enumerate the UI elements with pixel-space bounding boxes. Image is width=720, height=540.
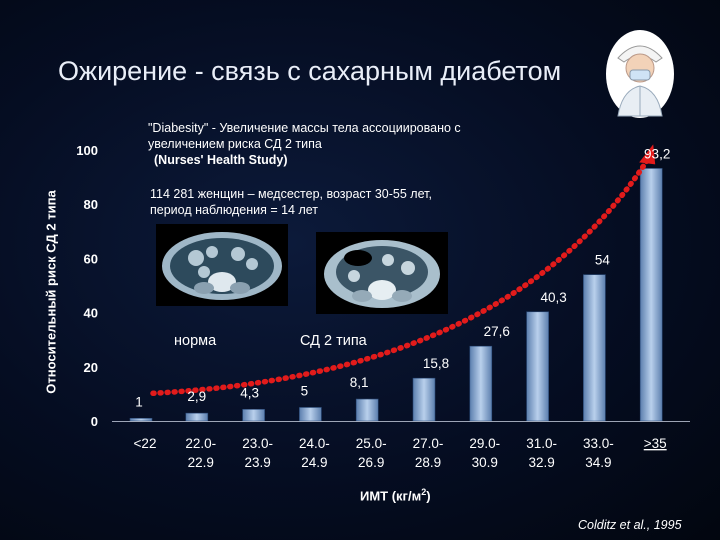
x-tick-label: 34.9	[585, 455, 611, 470]
ct-scan-diabetes-image	[316, 232, 448, 314]
y-tick-label: 20	[84, 360, 98, 375]
bar-series	[129, 168, 663, 422]
slide-title-text: Ожирение - связь с сахарным диабетом	[58, 56, 562, 86]
x-tick-label: 29.0-	[469, 436, 500, 451]
bar-value-label: 1	[135, 394, 143, 409]
trend-curve-path	[150, 157, 650, 397]
x-axis-title: ИМТ (кг/м2)	[360, 487, 431, 503]
bar	[469, 345, 493, 422]
cohort-note: 114 281 женщин – медсестер, возраст 30-5…	[150, 186, 510, 218]
x-tick-label: 24.0-	[299, 436, 330, 451]
bar-value-label: 8,1	[350, 375, 369, 390]
bar	[299, 407, 322, 422]
bar	[355, 398, 379, 422]
x-tick-label: 33.0-	[583, 436, 614, 451]
cohort-note-line1: 114 281 женщин – медсестер, возраст 30-5…	[150, 187, 432, 201]
bar-value-label: 4,3	[240, 385, 259, 400]
slide-title: Ожирение - связь с сахарным диабетом	[58, 56, 561, 87]
bar	[583, 274, 606, 422]
bar-value-label: 15,8	[423, 356, 449, 371]
x-tick-label: 24.9	[301, 455, 327, 470]
x-tick-label: >35	[644, 436, 667, 451]
x-tick-label: 28.9	[415, 455, 441, 470]
x-tick-label: 31.0-	[526, 436, 557, 451]
x-axis-title-suffix: )	[426, 488, 431, 504]
x-tick-label: 23.9	[244, 455, 270, 470]
bar-value-label: 5	[301, 383, 309, 398]
y-axis: 0 20 40 60 80 100	[76, 143, 98, 429]
x-tick-label: 22.0-	[185, 436, 216, 451]
x-tick-label: 23.0-	[242, 436, 273, 451]
diabesity-note-text: "Diabesity" - Увеличение массы тела ассо…	[148, 121, 461, 151]
y-tick-label: 40	[84, 306, 98, 321]
bar-value-label: 54	[595, 253, 611, 268]
bar-value-label: 93,2	[644, 146, 670, 161]
x-axis: <22 22.0- 22.9 23.0- 23.9 24.0- 24.9 25.0- 26.9 2…	[112, 421, 690, 470]
x-tick-label: 27.0-	[413, 436, 444, 451]
y-tick-label: 100	[76, 143, 98, 158]
bar-value-label: 27,6	[484, 324, 510, 339]
bar	[185, 412, 209, 422]
x-tick-label: 25.0-	[356, 436, 387, 451]
bar-value-label: 2,9	[187, 389, 206, 404]
x-tick-label: 30.9	[472, 455, 498, 470]
diabesity-note: "Diabesity" - Увеличение массы тела ассо…	[148, 120, 488, 168]
label-type2-diabetes: СД 2 типа	[300, 333, 367, 349]
nurse-icon	[606, 30, 674, 118]
y-tick-label: 0	[91, 414, 98, 429]
y-axis-title: Относительный риск СД 2 типа	[43, 190, 59, 394]
study-name: (Nurses' Health Study)	[154, 153, 288, 167]
bar-value-label: 40,3	[540, 290, 566, 305]
x-tick-label: 22.9	[188, 455, 214, 470]
trend-arrowhead	[639, 144, 656, 165]
x-tick-label: <22	[134, 436, 157, 451]
y-tick-label: 60	[84, 251, 98, 266]
label-normal-weight: норма	[174, 333, 217, 349]
x-axis-title-text: ИМТ (кг/м	[360, 488, 422, 504]
bar	[639, 168, 663, 422]
source-citation: Colditz et al., 1995	[578, 518, 682, 532]
y-tick-label: 80	[84, 197, 98, 212]
bar	[526, 311, 549, 422]
x-tick-label: 26.9	[358, 455, 384, 470]
trend-curve	[150, 144, 656, 397]
bar	[129, 417, 153, 422]
ct-scan-normal-image	[156, 224, 288, 306]
cohort-note-line2: период наблюдения = 14 лет	[150, 203, 319, 217]
x-axis-title-sup: 2	[421, 487, 427, 497]
value-labels: 1 2,9 4,3 5 8,1 15,8 27,6 40,3 54 93,2	[135, 146, 670, 409]
bar	[412, 377, 436, 422]
x-tick-label: 32.9	[528, 455, 554, 470]
bar	[242, 409, 265, 422]
